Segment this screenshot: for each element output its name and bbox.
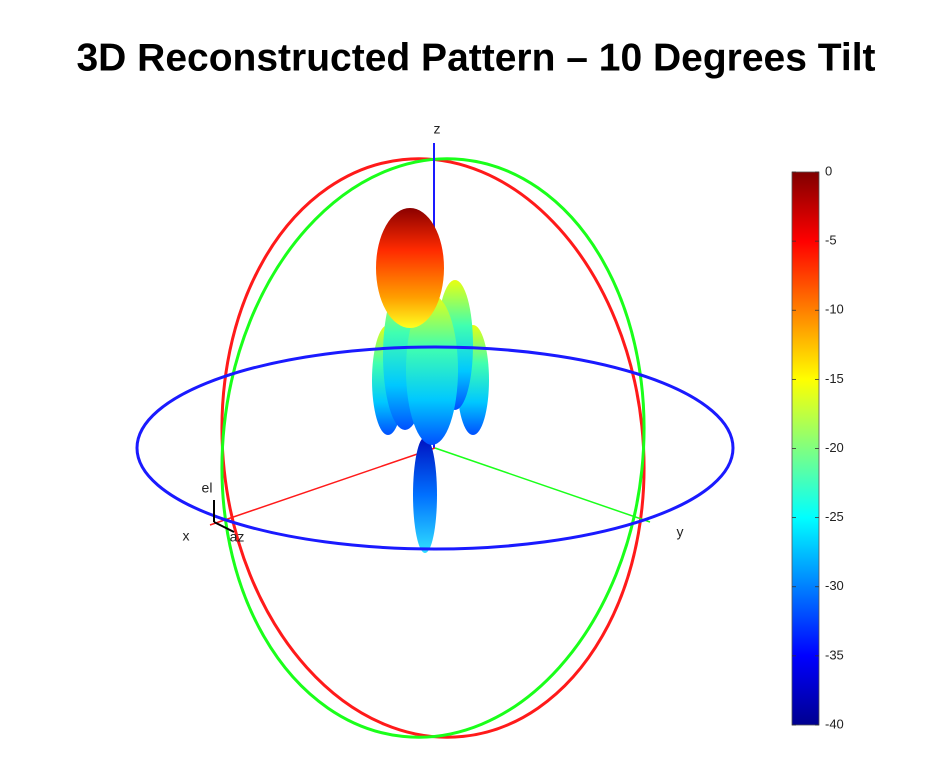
y-axis — [434, 447, 651, 523]
side-lobe — [406, 295, 458, 445]
back-lobe — [413, 437, 437, 553]
elevation-ring-yz — [220, 157, 646, 739]
colorbar-tick-label: -20 — [825, 440, 844, 455]
colorbar-tick-label: -40 — [825, 716, 844, 731]
axis-label: el — [202, 480, 213, 496]
x-axis — [209, 447, 436, 526]
colorbar-tick-label: -35 — [825, 647, 844, 662]
chart-title: 3D Reconstructed Pattern – 10 Degrees Ti… — [76, 36, 875, 79]
colorbar-tick-label: -10 — [825, 302, 844, 317]
axis-label: x — [183, 528, 190, 544]
axis-label: z — [434, 121, 441, 137]
azimuth-ring — [135, 345, 735, 551]
elevation-ring-xz — [220, 157, 646, 739]
axis-label: az — [230, 529, 245, 545]
pattern-surface — [372, 208, 489, 553]
colorbar — [791, 171, 820, 726]
az-arrow — [213, 521, 235, 533]
main-lobe — [376, 208, 444, 328]
axis-label: y — [677, 524, 684, 540]
colorbar-tick-label: -5 — [825, 233, 837, 248]
colorbar-tick-label: -30 — [825, 578, 844, 593]
colorbar-tick-label: -15 — [825, 371, 844, 386]
colorbar-tick-label: -25 — [825, 509, 844, 524]
colorbar-tick-label: 0 — [825, 163, 832, 178]
